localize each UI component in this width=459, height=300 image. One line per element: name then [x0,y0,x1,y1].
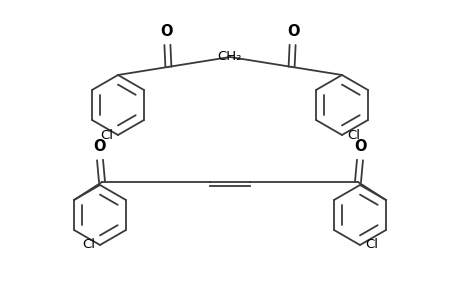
Text: Cl: Cl [346,128,359,142]
Text: O: O [93,139,105,154]
Text: Cl: Cl [364,238,377,251]
Text: CH₂: CH₂ [217,50,242,62]
Text: O: O [287,24,299,39]
Text: Cl: Cl [82,238,95,251]
Text: O: O [160,24,172,39]
Text: Cl: Cl [100,128,113,142]
Text: O: O [354,139,366,154]
